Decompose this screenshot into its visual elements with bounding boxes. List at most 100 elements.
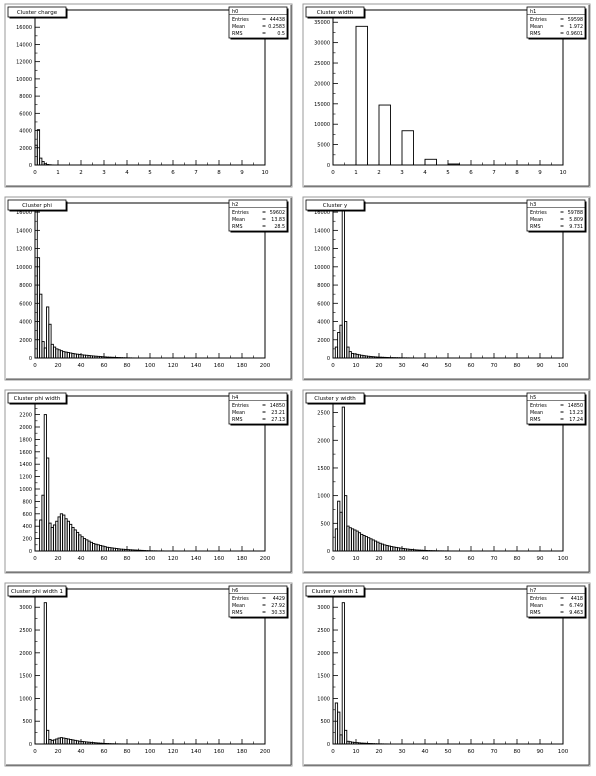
histogram-title: Cluster charge bbox=[17, 10, 58, 16]
x-tick-label: 30 bbox=[399, 749, 406, 755]
histogram-title: Cluster y bbox=[323, 203, 348, 209]
stats-label: RMS bbox=[530, 224, 541, 230]
y-tick-label: 2000 bbox=[19, 651, 32, 657]
y-tick-label: 8000 bbox=[317, 283, 330, 289]
y-tick-label: 1000 bbox=[19, 696, 32, 702]
stats-eq: = bbox=[560, 404, 564, 409]
y-tick-label: 4000 bbox=[19, 320, 32, 326]
stats-value: 14850 bbox=[568, 403, 583, 409]
stats-value: 17.24 bbox=[569, 417, 583, 423]
x-tick-label: 80 bbox=[124, 363, 131, 369]
y-tick-label: 2200 bbox=[19, 413, 32, 419]
x-tick-label: 2 bbox=[79, 170, 83, 176]
y-tick-label: 8000 bbox=[19, 94, 32, 100]
x-tick-label: 10 bbox=[262, 170, 269, 176]
y-tick-label: 6000 bbox=[19, 301, 32, 307]
y-tick-label: 0 bbox=[29, 356, 32, 362]
x-tick-label: 30 bbox=[399, 363, 406, 369]
stats-eq: = bbox=[262, 604, 266, 609]
y-tick-label: 8000 bbox=[19, 283, 32, 289]
x-tick-label: 6 bbox=[171, 170, 175, 176]
y-tick-label: 10000 bbox=[16, 77, 32, 83]
x-tick-label: 60 bbox=[468, 556, 475, 562]
stats-label: Entries bbox=[530, 403, 547, 409]
y-tick-label: 500 bbox=[320, 719, 330, 725]
x-tick-label: 60 bbox=[101, 363, 108, 369]
x-tick-label: 60 bbox=[468, 363, 475, 369]
y-tick-label: 500 bbox=[22, 719, 32, 725]
y-tick-label: 3000 bbox=[317, 605, 330, 611]
stats-name: h6 bbox=[232, 588, 238, 594]
x-tick-label: 80 bbox=[514, 363, 521, 369]
x-tick-label: 160 bbox=[214, 556, 225, 562]
stats-value: 59602 bbox=[270, 210, 285, 216]
x-tick-label: 2 bbox=[377, 170, 381, 176]
stats-name: h0 bbox=[232, 9, 238, 15]
x-tick-label: 90 bbox=[537, 749, 544, 755]
y-tick-label: 14000 bbox=[16, 228, 32, 234]
y-tick-label: 0 bbox=[327, 356, 330, 362]
stats-eq: = bbox=[560, 225, 564, 230]
stats-label: RMS bbox=[530, 417, 541, 423]
y-tick-label: 1800 bbox=[19, 437, 32, 443]
x-tick-label: 10 bbox=[353, 749, 360, 755]
x-tick-label: 6 bbox=[469, 170, 473, 176]
stats-value: 9.463 bbox=[569, 610, 583, 616]
x-tick-label: 0 bbox=[33, 363, 37, 369]
x-tick-label: 140 bbox=[191, 556, 202, 562]
stats-value: 0.2583 bbox=[268, 24, 285, 30]
y-tick-label: 1000 bbox=[19, 487, 32, 493]
x-tick-label: 8 bbox=[217, 170, 221, 176]
stats-label: Mean bbox=[232, 410, 245, 416]
x-tick-label: 0 bbox=[33, 749, 37, 755]
stats-eq: = bbox=[560, 18, 564, 23]
x-tick-label: 120 bbox=[168, 749, 179, 755]
stats-value: 27.13 bbox=[271, 417, 285, 423]
y-tick-label: 500 bbox=[320, 521, 330, 527]
stats-eq: = bbox=[262, 597, 266, 602]
y-tick-label: 2000 bbox=[317, 438, 330, 444]
x-tick-label: 40 bbox=[78, 749, 85, 755]
stats-value: 23.21 bbox=[271, 410, 285, 416]
y-tick-label: 2500 bbox=[19, 628, 32, 634]
y-tick-label: 0 bbox=[327, 163, 330, 169]
stats-name: h1 bbox=[530, 9, 536, 15]
stats-eq: = bbox=[560, 25, 564, 30]
stats-eq: = bbox=[560, 418, 564, 423]
x-tick-label: 70 bbox=[491, 556, 498, 562]
x-tick-label: 20 bbox=[55, 363, 62, 369]
x-tick-label: 0 bbox=[331, 749, 335, 755]
y-tick-label: 16000 bbox=[16, 25, 32, 31]
y-tick-label: 12000 bbox=[16, 247, 32, 253]
stats-eq: = bbox=[262, 211, 266, 216]
x-tick-label: 100 bbox=[558, 749, 569, 755]
x-tick-label: 100 bbox=[145, 363, 156, 369]
stats-value: 9.731 bbox=[569, 224, 583, 230]
x-tick-label: 20 bbox=[376, 363, 383, 369]
x-tick-label: 60 bbox=[101, 749, 108, 755]
stats-value: 27.92 bbox=[271, 603, 285, 609]
y-tick-label: 3000 bbox=[19, 605, 32, 611]
stats-label: Entries bbox=[530, 596, 547, 602]
x-tick-label: 3 bbox=[400, 170, 404, 176]
y-tick-label: 2000 bbox=[19, 146, 32, 152]
stats-label: Mean bbox=[530, 24, 543, 30]
x-tick-label: 9 bbox=[538, 170, 542, 176]
x-tick-label: 100 bbox=[558, 556, 569, 562]
stats-eq: = bbox=[262, 18, 266, 23]
stats-label: RMS bbox=[232, 224, 243, 230]
histogram-title: Cluster phi width bbox=[14, 396, 61, 402]
y-tick-label: 1000 bbox=[317, 494, 330, 500]
stats-eq: = bbox=[560, 611, 564, 616]
x-tick-label: 1 bbox=[354, 170, 358, 176]
y-tick-label: 20000 bbox=[314, 81, 330, 87]
x-tick-label: 5 bbox=[446, 170, 450, 176]
stats-label: Entries bbox=[530, 210, 547, 216]
y-tick-label: 6000 bbox=[317, 301, 330, 307]
